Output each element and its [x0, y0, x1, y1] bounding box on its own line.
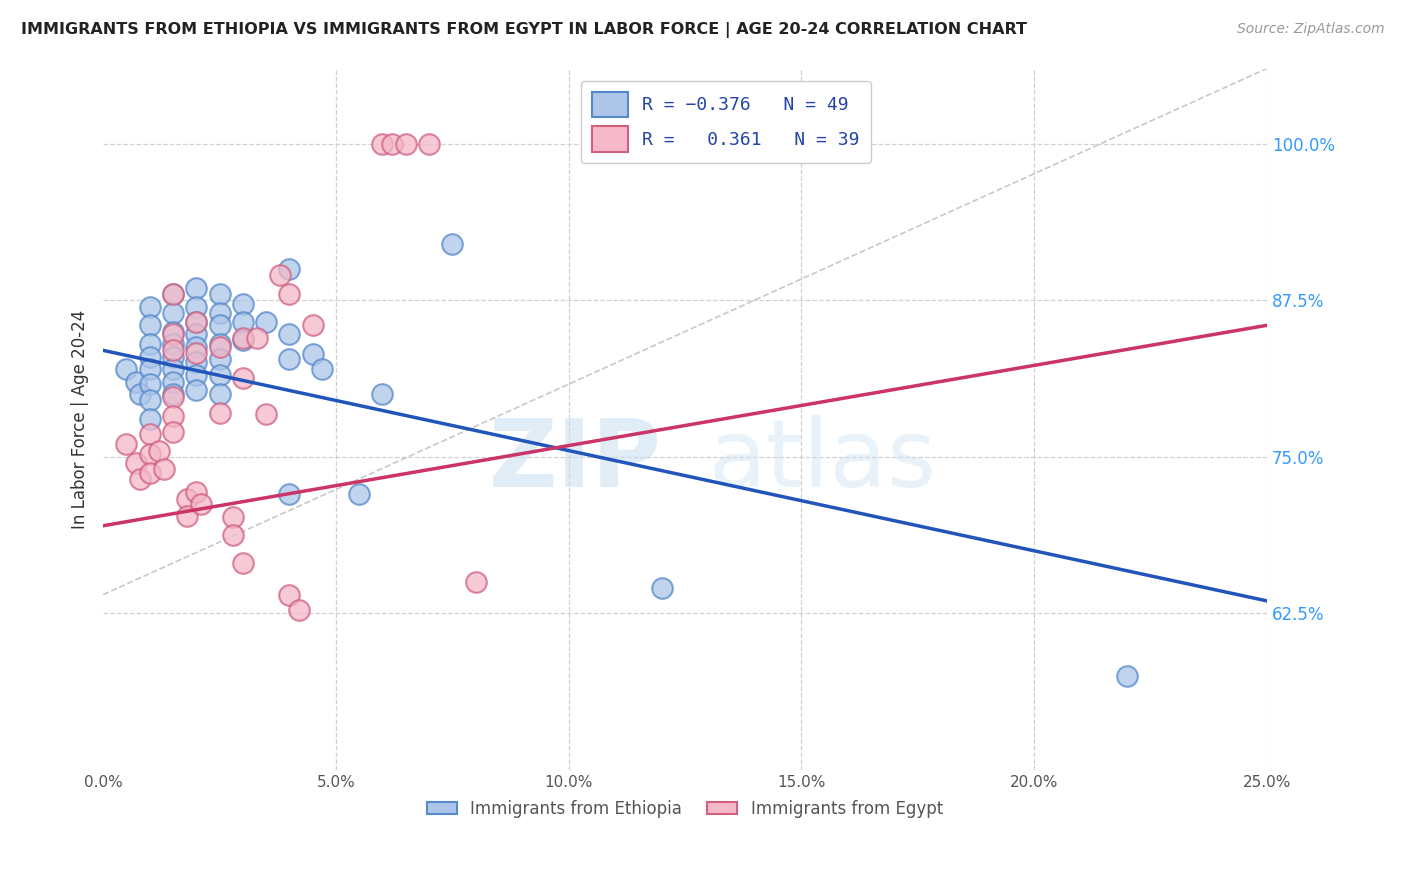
Point: [254, 314, 277, 328]
Point: [190, 498, 212, 512]
Point: [186, 346, 208, 360]
Point: [222, 527, 245, 541]
Point: [162, 387, 184, 401]
Point: [301, 347, 323, 361]
Point: [138, 447, 160, 461]
Point: [125, 375, 148, 389]
Point: [186, 384, 208, 398]
Point: [186, 300, 208, 314]
Point: [162, 287, 184, 301]
Point: [138, 427, 160, 442]
Point: [418, 136, 440, 151]
Text: Source: ZipAtlas.com: Source: ZipAtlas.com: [1237, 22, 1385, 37]
Point: [186, 281, 208, 295]
Point: [464, 575, 486, 590]
Point: [115, 437, 138, 451]
Text: IMMIGRANTS FROM ETHIOPIA VS IMMIGRANTS FROM EGYPT IN LABOR FORCE | AGE 20-24 COR: IMMIGRANTS FROM ETHIOPIA VS IMMIGRANTS F…: [21, 22, 1028, 38]
Point: [138, 300, 160, 314]
Point: [162, 409, 184, 423]
Point: [347, 487, 370, 501]
Point: [232, 371, 254, 385]
Point: [125, 456, 148, 470]
Point: [152, 462, 174, 476]
Point: [208, 387, 231, 401]
Point: [162, 390, 184, 404]
Point: [246, 331, 269, 345]
Point: [232, 557, 254, 571]
Point: [138, 350, 160, 364]
Point: [208, 340, 231, 354]
Point: [208, 406, 231, 420]
Point: [232, 331, 254, 345]
Point: [138, 362, 160, 376]
Point: [162, 350, 184, 364]
Point: [208, 368, 231, 383]
Point: [186, 314, 208, 328]
Point: [278, 287, 301, 301]
Point: [129, 387, 152, 401]
Y-axis label: In Labor Force | Age 20-24: In Labor Force | Age 20-24: [72, 310, 89, 529]
Point: [162, 287, 184, 301]
Point: [222, 510, 245, 524]
Point: [148, 443, 170, 458]
Point: [162, 306, 184, 320]
Point: [278, 352, 301, 367]
Point: [278, 327, 301, 342]
Point: [115, 362, 138, 376]
Point: [278, 487, 301, 501]
Point: [311, 362, 333, 376]
Point: [371, 387, 394, 401]
Point: [232, 297, 254, 311]
Point: [371, 136, 394, 151]
Point: [129, 472, 152, 486]
Point: [301, 318, 323, 333]
Point: [162, 425, 184, 439]
Legend: Immigrants from Ethiopia, Immigrants from Egypt: Immigrants from Ethiopia, Immigrants fro…: [420, 794, 949, 825]
Point: [162, 325, 184, 339]
Point: [381, 136, 404, 151]
Point: [232, 314, 254, 328]
Point: [186, 340, 208, 354]
Point: [162, 362, 184, 376]
Point: [287, 602, 309, 616]
Point: [162, 375, 184, 389]
Point: [186, 354, 208, 368]
Point: [208, 318, 231, 333]
Point: [138, 318, 160, 333]
Point: [395, 136, 418, 151]
Point: [278, 262, 301, 277]
Point: [138, 412, 160, 426]
Point: [186, 484, 208, 499]
Point: [208, 352, 231, 367]
Point: [1116, 669, 1139, 683]
Point: [254, 407, 277, 421]
Point: [278, 588, 301, 602]
Point: [138, 466, 160, 480]
Point: [138, 393, 160, 408]
Point: [176, 508, 198, 523]
Point: [162, 343, 184, 358]
Point: [186, 368, 208, 383]
Text: ZIP: ZIP: [489, 416, 662, 508]
Point: [208, 337, 231, 351]
Point: [441, 236, 464, 251]
Point: [162, 337, 184, 351]
Point: [138, 337, 160, 351]
Point: [208, 306, 231, 320]
Point: [208, 287, 231, 301]
Point: [651, 582, 673, 596]
Point: [232, 334, 254, 348]
Point: [162, 327, 184, 342]
Point: [176, 492, 198, 507]
Text: atlas: atlas: [709, 416, 936, 508]
Point: [269, 268, 291, 283]
Point: [186, 314, 208, 328]
Point: [186, 327, 208, 342]
Point: [138, 377, 160, 392]
